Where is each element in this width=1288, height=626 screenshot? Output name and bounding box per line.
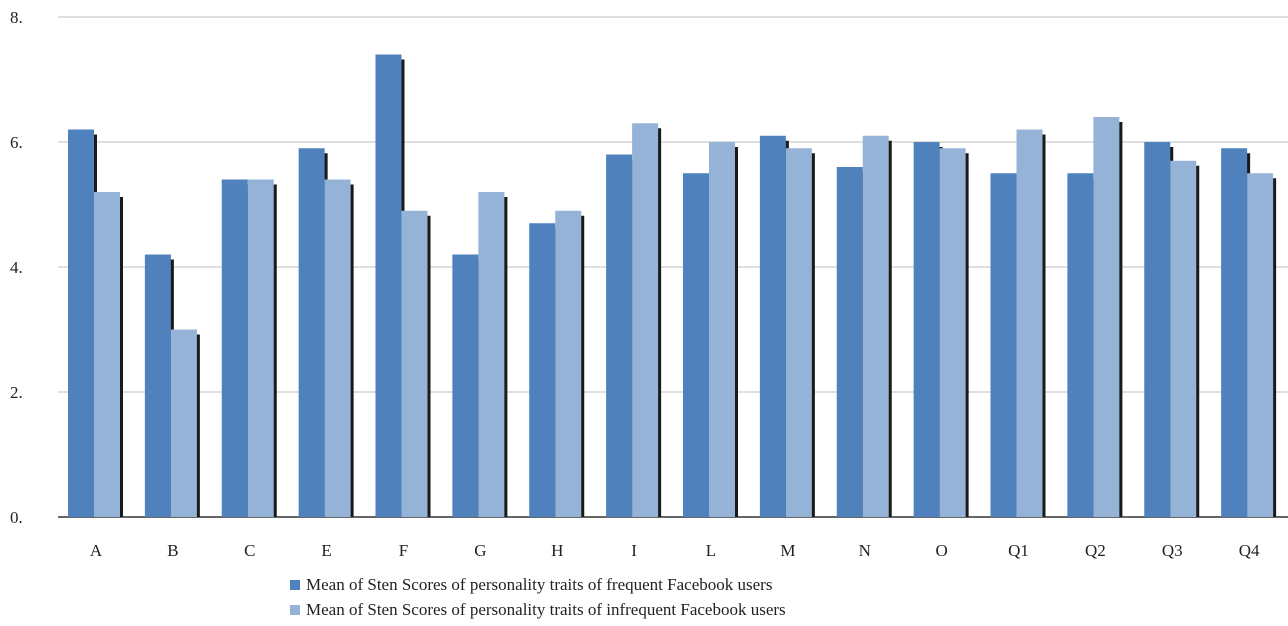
bar-shadow [426, 215, 431, 517]
bar-infrequent-A [94, 192, 120, 517]
bar-infrequent-Q4 [1247, 173, 1274, 517]
bar-frequent-Q1 [990, 173, 1017, 517]
bar-frequent-I [606, 154, 633, 517]
bar-infrequent-Q3 [1170, 160, 1197, 517]
x-tick-label: A [90, 541, 103, 560]
bar-shadow [1195, 165, 1200, 517]
bar-shadow [1272, 178, 1277, 517]
x-tick-label: Q1 [1008, 541, 1029, 560]
legend: Mean of Sten Scores of personality trait… [290, 572, 786, 622]
bar-shadow [810, 153, 815, 517]
x-tick-label: N [859, 541, 871, 560]
bar-infrequent-M [785, 148, 812, 517]
bar-shadow [734, 147, 738, 517]
x-tick-label: Q4 [1239, 541, 1260, 560]
bar-infrequent-L [709, 142, 735, 517]
legend-label-frequent: Mean of Sten Scores of personality trait… [306, 575, 773, 594]
bar-frequent-M [759, 135, 786, 517]
y-tick-labels: 0. 2. 4. 6. 8. [10, 8, 23, 527]
bar-infrequent-H [555, 210, 582, 517]
bar-frequent-H [529, 223, 556, 517]
legend-swatch-infrequent [290, 604, 300, 615]
legend-item-frequent: Mean of Sten Scores of personality trait… [290, 572, 786, 597]
x-tick-label: O [935, 541, 947, 560]
bar-shadow [272, 184, 277, 517]
bar-shadow [349, 184, 354, 517]
legend-label-infrequent: Mean of Sten Scores of personality trait… [306, 600, 786, 619]
bar-frequent-F [375, 54, 402, 517]
x-tick-label: C [244, 541, 255, 560]
bar-frequent-Q4 [1221, 148, 1248, 517]
x-tick-label: F [399, 541, 408, 560]
y-tick-label: 0. [10, 508, 23, 527]
bar-shadow [887, 140, 892, 517]
bar-infrequent-Q2 [1093, 117, 1120, 517]
bars [68, 54, 1277, 517]
bar-shadow [119, 197, 123, 517]
bar-shadow [1041, 134, 1046, 517]
bar-frequent-E [298, 148, 325, 517]
bar-frequent-G [452, 254, 479, 517]
y-tick-label: 2. [10, 383, 23, 402]
bar-infrequent-Q1 [1016, 129, 1043, 517]
x-tick-label: E [321, 541, 331, 560]
y-tick-label: 4. [10, 258, 23, 277]
x-tick-label: H [551, 541, 563, 560]
x-tick-label: Q3 [1162, 541, 1183, 560]
bar-frequent-B [144, 254, 171, 517]
y-tick-label: 8. [10, 8, 23, 27]
legend-item-infrequent: Mean of Sten Scores of personality trait… [290, 597, 786, 622]
bar-infrequent-C [247, 179, 274, 517]
bar-frequent-Q3 [1144, 142, 1171, 517]
bar-frequent-Q2 [1067, 173, 1094, 517]
x-tick-labels: A B C E F G H I L M N O Q1 Q2 Q3 Q4 [90, 541, 1260, 560]
bar-shadow [657, 128, 662, 517]
x-tick-label: G [474, 541, 486, 560]
bar-frequent-C [221, 179, 248, 517]
x-tick-label: Q2 [1085, 541, 1106, 560]
x-tick-label: M [780, 541, 795, 560]
bar-shadow [1118, 122, 1123, 517]
bar-frequent-L [683, 173, 709, 517]
legend-swatch-frequent [290, 579, 300, 590]
bar-infrequent-G [478, 192, 505, 517]
x-tick-label: I [631, 541, 637, 560]
x-tick-label: L [706, 541, 716, 560]
bar-infrequent-O [939, 148, 966, 517]
bar-frequent-A [68, 129, 94, 517]
bar-frequent-O [913, 142, 940, 517]
bar-infrequent-N [862, 135, 889, 517]
bar-shadow [580, 215, 585, 517]
bar-shadow [964, 153, 969, 517]
bar-shadow [503, 197, 508, 517]
bar-infrequent-I [632, 123, 659, 517]
bar-infrequent-E [324, 179, 351, 517]
bar-infrequent-B [170, 329, 197, 517]
bar-shadow [195, 334, 200, 517]
x-tick-label: B [167, 541, 178, 560]
y-tick-label: 6. [10, 133, 23, 152]
bar-frequent-N [836, 167, 863, 517]
bar-infrequent-F [401, 210, 428, 517]
